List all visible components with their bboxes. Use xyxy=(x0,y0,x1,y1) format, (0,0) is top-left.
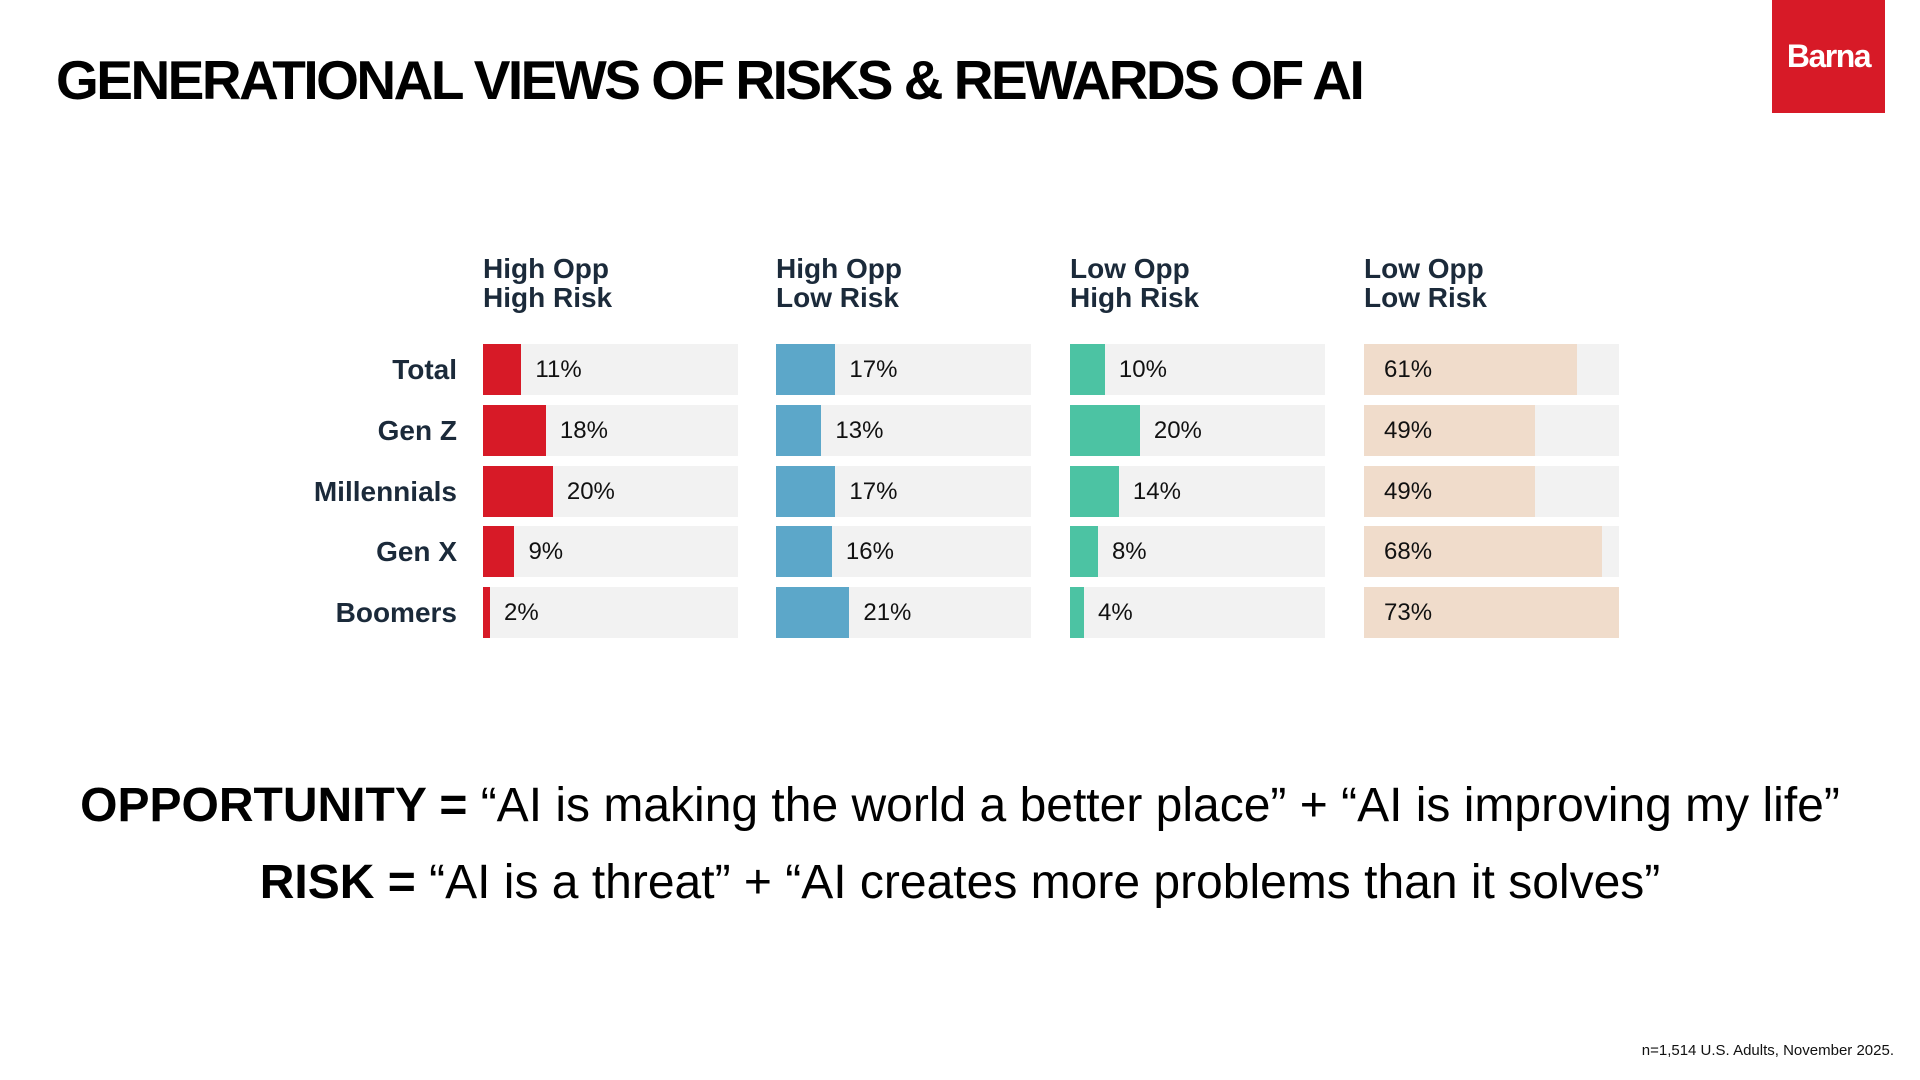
series-header-line: Low Opp xyxy=(1070,253,1190,284)
data-label: 8% xyxy=(1111,538,1147,565)
series-header-line: High Risk xyxy=(1070,282,1200,313)
bar-track: 14% xyxy=(1070,466,1325,517)
bar-track: 9% xyxy=(483,526,738,577)
risk-term: RISK = xyxy=(259,856,416,909)
series-header-line: High Risk xyxy=(483,282,613,313)
series-header: Low Opp Low Risk xyxy=(1364,254,1624,312)
category-label: Boomers xyxy=(335,597,457,628)
data-label: 13% xyxy=(835,417,884,444)
series-header-line: Low Risk xyxy=(776,282,899,313)
category-label: Gen X xyxy=(376,536,457,567)
data-label: 20% xyxy=(1153,417,1202,444)
data-label: 9% xyxy=(528,538,564,565)
bar xyxy=(1070,526,1098,577)
opportunity-definition: OPPORTUNITY = “AI is making the world a … xyxy=(0,776,1920,836)
data-label: 73% xyxy=(1384,599,1433,626)
bar xyxy=(1364,526,1602,577)
bar xyxy=(776,587,850,638)
barna-logo: Barna xyxy=(1772,0,1885,113)
bar-track: 11% xyxy=(483,344,738,395)
data-label: 10% xyxy=(1118,356,1167,383)
data-label: 61% xyxy=(1384,356,1433,383)
bar-track: 20% xyxy=(1070,405,1325,456)
series-header: Low Opp High Risk xyxy=(1070,254,1330,312)
data-label: 11% xyxy=(535,356,582,383)
series-header-line: Low Opp xyxy=(1364,253,1484,284)
bar xyxy=(483,405,546,456)
bar xyxy=(776,405,822,456)
bar xyxy=(776,466,836,517)
category-label: Gen Z xyxy=(377,415,457,446)
bar-track: 8% xyxy=(1070,526,1325,577)
series-header-line: High Opp xyxy=(776,253,902,284)
data-label: 16% xyxy=(845,538,894,565)
bar-track: 16% xyxy=(776,526,1031,577)
bar xyxy=(483,344,522,395)
risk-definition: RISK = “AI is a threat” + “AI creates mo… xyxy=(0,853,1920,913)
data-label: 2% xyxy=(503,599,539,626)
bar xyxy=(1364,587,1619,638)
bar-track: 13% xyxy=(776,405,1031,456)
bar xyxy=(1070,466,1119,517)
bar xyxy=(483,526,515,577)
opportunity-text: “AI is making the world a better place” … xyxy=(480,779,1840,832)
bar-track: 10% xyxy=(1070,344,1325,395)
opportunity-term: OPPORTUNITY = xyxy=(80,779,468,832)
bar-track: 20% xyxy=(483,466,738,517)
data-label: 49% xyxy=(1384,478,1433,505)
data-label: 4% xyxy=(1097,599,1133,626)
bar-track: 68% xyxy=(1364,526,1619,577)
page-title: GENERATIONAL VIEWS OF RISKS & REWARDS OF… xyxy=(56,49,1365,111)
data-label: 68% xyxy=(1384,538,1433,565)
bar xyxy=(1070,344,1105,395)
data-label: 17% xyxy=(849,356,898,383)
data-label: 17% xyxy=(849,478,898,505)
data-label: 49% xyxy=(1384,417,1433,444)
bar xyxy=(776,526,832,577)
category-label: Millennials xyxy=(313,476,457,507)
bar-track: 17% xyxy=(776,466,1031,517)
data-label: 14% xyxy=(1132,478,1181,505)
footnote: n=1,514 U.S. Adults, November 2025. xyxy=(1641,1042,1894,1059)
bar-track: 73% xyxy=(1364,587,1619,638)
bar-track: 18% xyxy=(483,405,738,456)
series-header-line: Low Risk xyxy=(1364,282,1487,313)
bar-track: 61% xyxy=(1364,344,1619,395)
bar-track: 4% xyxy=(1070,587,1325,638)
series-header-line: High Opp xyxy=(483,253,609,284)
series-header: High Opp Low Risk xyxy=(776,254,1036,312)
bar-track: 49% xyxy=(1364,405,1619,456)
bar xyxy=(1364,405,1536,456)
data-label: 20% xyxy=(566,478,615,505)
bar-track: 17% xyxy=(776,344,1031,395)
bar xyxy=(1070,405,1140,456)
bar-track: 49% xyxy=(1364,466,1619,517)
bar xyxy=(1070,587,1084,638)
bar-track: 21% xyxy=(776,587,1031,638)
bar xyxy=(1364,344,1578,395)
series-header: High Opp High Risk xyxy=(483,254,743,312)
bar xyxy=(483,466,553,517)
bar xyxy=(776,344,836,395)
bar xyxy=(483,587,490,638)
bar-track: 2% xyxy=(483,587,738,638)
data-label: 21% xyxy=(863,599,912,626)
bar xyxy=(1364,466,1536,517)
data-label: 18% xyxy=(559,417,608,444)
risk-text: “AI is a threat” + “AI creates more prob… xyxy=(429,856,1661,909)
category-label: Total xyxy=(392,354,457,385)
